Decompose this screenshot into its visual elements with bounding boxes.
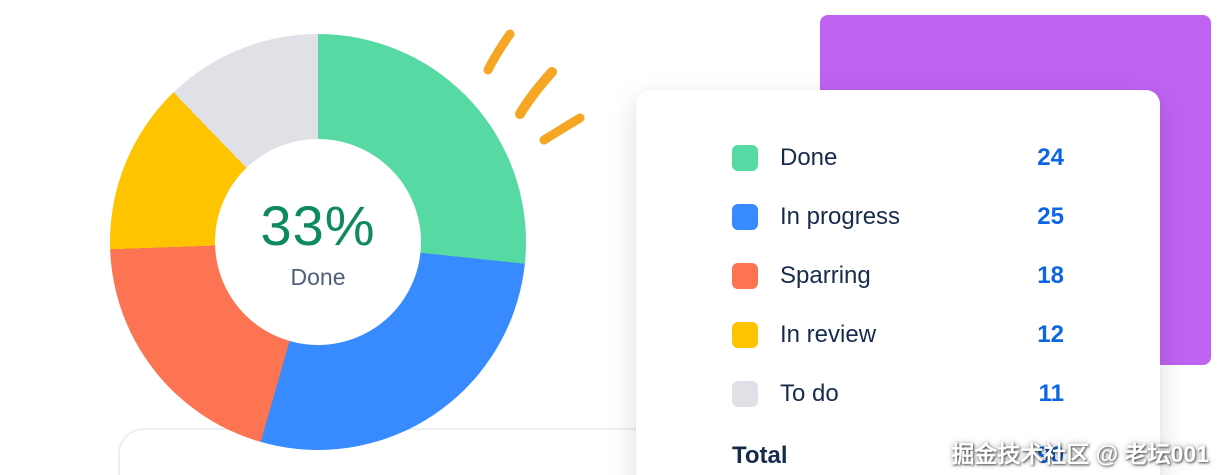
legend-swatch-in-progress xyxy=(732,203,758,230)
legend-label: In progress xyxy=(780,202,901,230)
total-value: 90 xyxy=(1037,441,1064,469)
legend-swatch-in-review xyxy=(732,321,758,348)
legend-total-row: Total 90 xyxy=(732,426,1064,475)
sparkle-strokes-icon xyxy=(483,29,585,145)
legend-value: 12 xyxy=(1037,320,1064,348)
legend-item-in-progress[interactable]: In progress 25 xyxy=(732,187,1064,246)
legend-item-sparring[interactable]: Sparring 18 xyxy=(732,246,1064,305)
legend-label: Done xyxy=(780,143,838,171)
legend-item-done[interactable]: Done 24 xyxy=(732,128,1064,187)
legend-item-to-do[interactable]: To do 11 xyxy=(732,364,1064,423)
legend-swatch-to-do xyxy=(732,380,758,407)
donut-chart-area: 33% Done xyxy=(110,34,526,450)
sparkle-stroke-middle xyxy=(515,67,557,119)
legend-label: To do xyxy=(780,379,839,407)
legend-value: 18 xyxy=(1037,261,1064,289)
legend-swatch-sparring xyxy=(732,262,758,289)
legend-label: Sparring xyxy=(780,261,871,289)
sparkle-stroke-top xyxy=(483,29,515,75)
legend-value: 25 xyxy=(1037,202,1064,230)
legend-label: In review xyxy=(780,320,877,348)
legend-value: 24 xyxy=(1037,143,1064,171)
legend-swatch-done xyxy=(732,144,758,171)
total-label: Total xyxy=(732,441,788,469)
legend-card: Done 24 In progress 25 Sparring 18 In re… xyxy=(636,90,1160,475)
legend-value: 11 xyxy=(1038,379,1064,407)
sparkle-stroke-bottom xyxy=(539,113,585,145)
donut-chart[interactable] xyxy=(110,34,526,450)
legend-item-in-review[interactable]: In review 12 xyxy=(732,305,1064,364)
